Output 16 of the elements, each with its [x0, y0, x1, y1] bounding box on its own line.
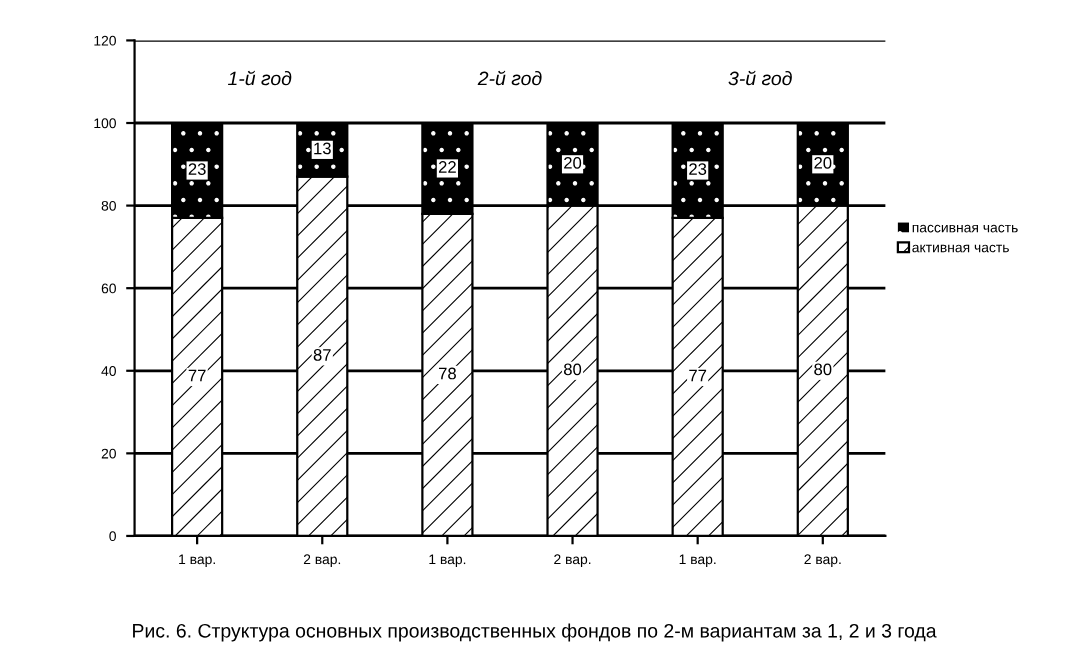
data-label: 20 [564, 156, 582, 169]
data-label: 80 [563, 363, 582, 376]
annotation: 3-й год [728, 70, 792, 86]
text: Рис. 6. Структура основных производственных фондов по 2-м вариантам за 1, 2 и 3 года [133, 623, 937, 642]
data-label: 13 [314, 142, 331, 155]
data-label: 23 [689, 163, 707, 175]
data-label: 77 [188, 369, 206, 382]
annotation: 2-й год [477, 70, 542, 86]
data-label: 78 [438, 367, 456, 380]
data-label: 23 [188, 163, 206, 175]
data-label: 80 [814, 363, 832, 376]
data-label: 77 [689, 369, 707, 382]
data-label: 20 [814, 156, 832, 169]
data-label: 22 [438, 161, 456, 173]
data-label: 87 [313, 348, 331, 361]
annotation: 1-й год [227, 70, 292, 86]
